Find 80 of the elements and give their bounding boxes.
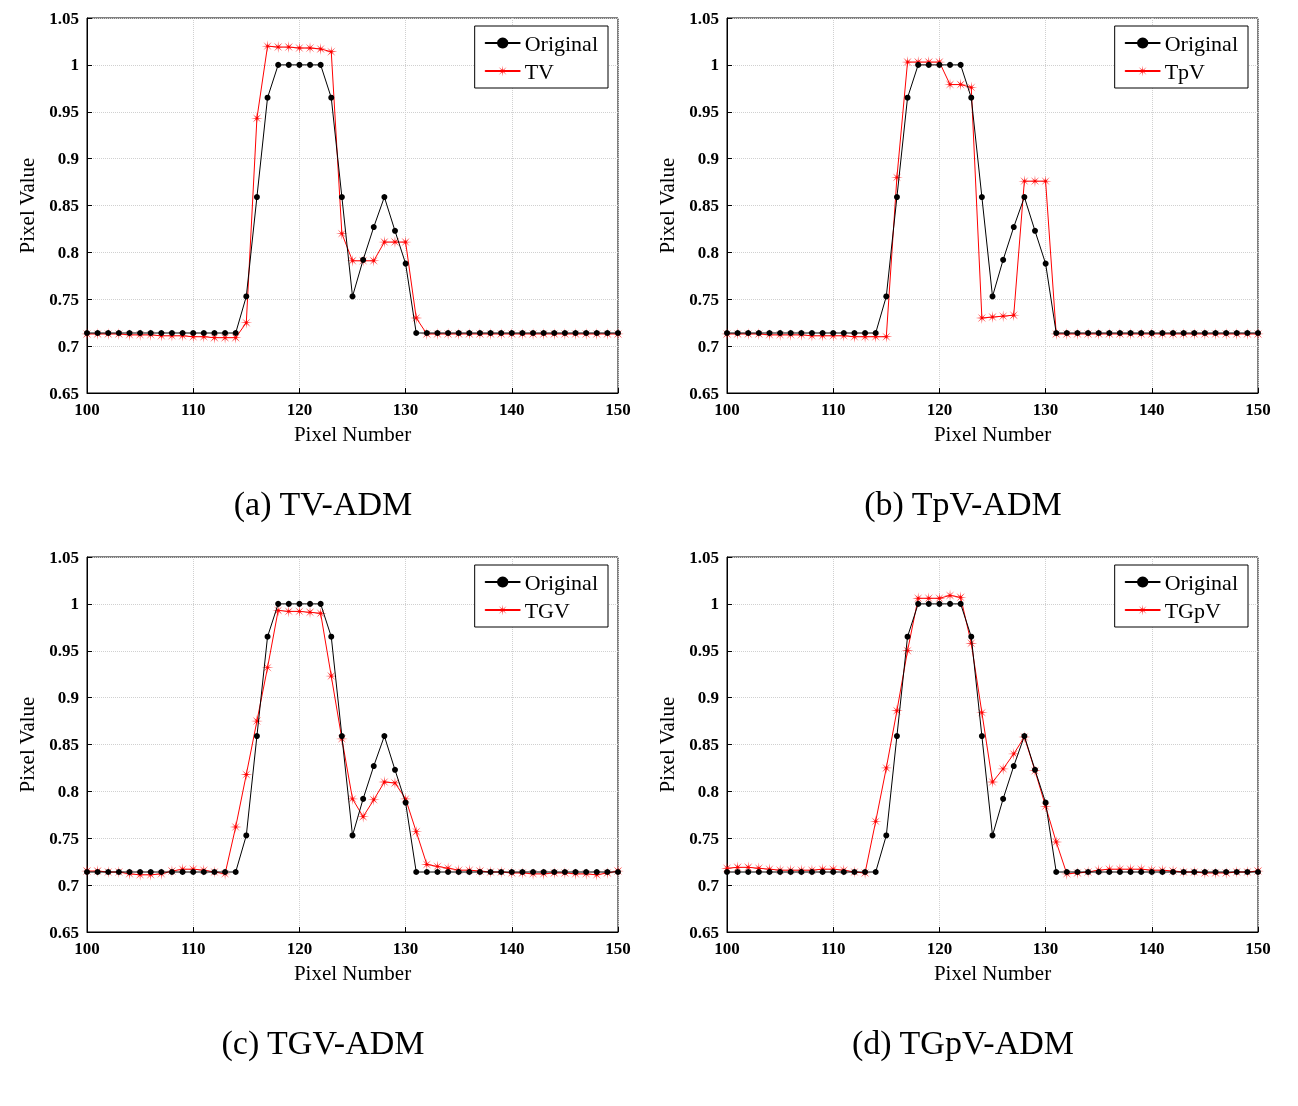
- legend-label: Original: [1164, 569, 1239, 595]
- x-tick-label: 100: [714, 400, 740, 419]
- y-tick-label: 1: [710, 594, 719, 614]
- text: (b) TpV-ADM: [864, 484, 1062, 523]
- y-tick-label: 0.9: [57, 688, 79, 708]
- y-tick-label: 1.05: [689, 547, 719, 567]
- y-tick-label: 1: [70, 594, 79, 614]
- y-tick-label: 0.8: [57, 781, 79, 801]
- y-tick-label: 0.9: [697, 688, 719, 708]
- y-tick-label: 1: [70, 55, 79, 75]
- y-tick-label: 0.65: [689, 383, 719, 403]
- y-tick-label: 0.65: [689, 922, 719, 942]
- y-tick-label: 0.8: [697, 781, 719, 801]
- x-tick-label: 100: [74, 939, 100, 958]
- y-tick-label: 0.8: [57, 242, 79, 262]
- x-tick-label: 150: [605, 939, 631, 958]
- y-tick-label: 0.95: [689, 641, 719, 661]
- y-tick-label: 0.7: [57, 875, 80, 895]
- legend-label: Original: [524, 30, 599, 56]
- x-tick-label: 100: [714, 939, 740, 958]
- legend-label: TpV: [1164, 58, 1206, 84]
- x-tick-label: 140: [499, 400, 525, 419]
- x-tick-label: 140: [499, 939, 525, 958]
- y-tick-label: 0.85: [49, 196, 79, 215]
- y-tick-label: 1: [710, 55, 719, 75]
- y-axis-title: Pixel Value: [14, 696, 39, 793]
- y-axis-title: Pixel Value: [654, 696, 679, 793]
- y-axis-title: Pixel Value: [14, 157, 39, 254]
- y-tick-label: 0.75: [689, 289, 719, 309]
- y-tick-label: 0.9: [57, 149, 79, 169]
- x-tick-label: 140: [1139, 939, 1165, 958]
- x-tick-label: 110: [820, 939, 846, 958]
- y-tick-label: 0.9: [697, 149, 719, 169]
- y-tick-label: 0.75: [49, 289, 79, 309]
- x-axis-title: Pixel Number: [933, 960, 1052, 985]
- x-tick-label: 110: [820, 400, 846, 419]
- x-tick-label: 120: [926, 400, 953, 419]
- x-tick-label: 130: [1032, 400, 1059, 419]
- x-tick-label: 120: [286, 939, 313, 958]
- y-tick-label: 0.7: [697, 336, 720, 356]
- y-axis-title: Pixel Value: [654, 157, 679, 254]
- x-tick-label: 110: [180, 400, 206, 419]
- x-tick-label: 110: [180, 939, 206, 958]
- x-tick-label: 120: [926, 939, 953, 958]
- y-tick-label: 1.05: [689, 8, 719, 28]
- y-tick-label: 1.05: [49, 8, 79, 28]
- legend-label: TGV: [524, 597, 571, 623]
- y-tick-label: 0.95: [689, 102, 719, 122]
- y-tick-label: 0.7: [697, 875, 720, 895]
- y-tick-label: 0.95: [49, 641, 79, 661]
- y-tick-label: 0.75: [49, 828, 79, 848]
- y-tick-label: 0.65: [49, 922, 79, 942]
- y-tick-label: 0.85: [689, 735, 719, 754]
- x-tick-label: 100: [74, 400, 100, 419]
- legend-label: Original: [1164, 30, 1239, 56]
- legend-label: TV: [524, 58, 555, 84]
- y-tick-label: 0.85: [689, 196, 719, 215]
- y-tick-label: 0.95: [49, 102, 79, 122]
- y-tick-label: 0.8: [697, 242, 719, 262]
- x-tick-label: 130: [392, 939, 419, 958]
- y-tick-label: 0.85: [49, 735, 79, 754]
- x-axis-title: Pixel Number: [293, 421, 412, 446]
- x-tick-label: 150: [1245, 400, 1271, 419]
- y-tick-label: 0.75: [689, 828, 719, 848]
- x-axis-title: Pixel Number: [293, 960, 412, 985]
- text: (c) TGV-ADM: [221, 1023, 425, 1062]
- x-tick-label: 150: [1245, 939, 1271, 958]
- x-tick-label: 150: [605, 400, 631, 419]
- text: (d) TGpV-ADM: [852, 1023, 1074, 1062]
- x-tick-label: 130: [1032, 939, 1059, 958]
- x-tick-label: 120: [286, 400, 313, 419]
- text: (a) TV-ADM: [233, 484, 413, 523]
- x-tick-label: 140: [1139, 400, 1165, 419]
- legend-label: Original: [524, 569, 599, 595]
- y-tick-label: 0.7: [57, 336, 80, 356]
- y-tick-label: 1.05: [49, 547, 79, 567]
- x-tick-label: 130: [392, 400, 419, 419]
- y-tick-label: 0.65: [49, 383, 79, 403]
- x-axis-title: Pixel Number: [933, 421, 1052, 446]
- legend-label: TGpV: [1164, 597, 1222, 623]
